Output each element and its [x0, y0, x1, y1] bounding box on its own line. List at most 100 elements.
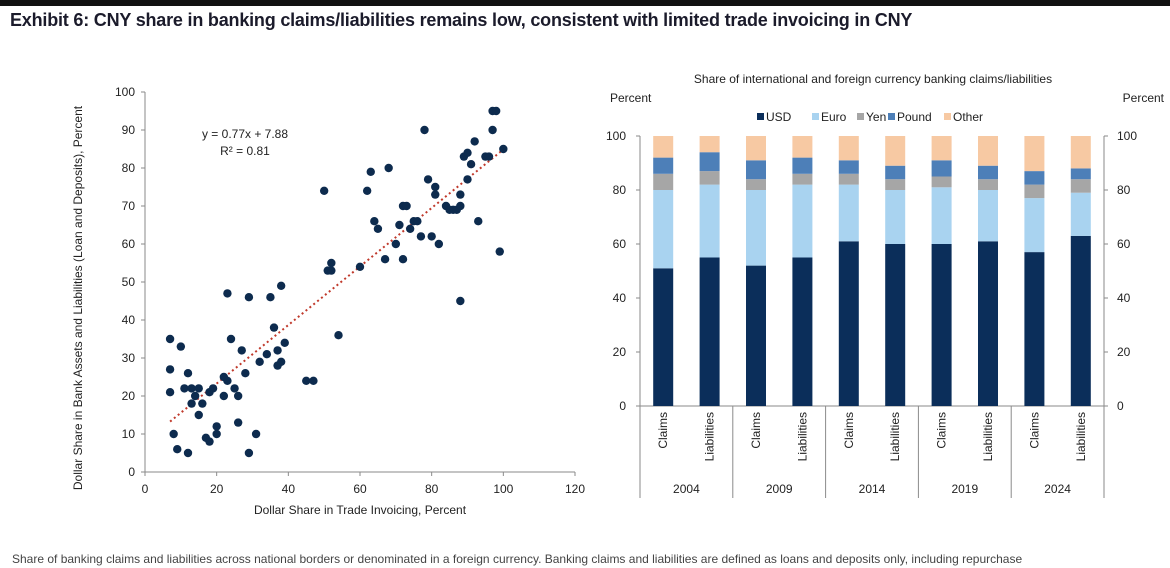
footnote: Share of banking claims and liabilities …: [12, 552, 1023, 566]
bar-segment-other: [746, 136, 766, 161]
scatter-point: [413, 217, 422, 226]
legend-swatch-yen: [857, 113, 864, 120]
scatter-point: [165, 334, 175, 344]
bar-right-tick-label: 40: [1117, 291, 1131, 305]
bar-segment-usd: [931, 244, 952, 406]
scatter-point: [173, 445, 182, 454]
scatter-point: [405, 224, 415, 233]
bar-segment-pound: [653, 157, 674, 174]
scatter-y-tick-label: 10: [122, 427, 136, 441]
bar-right-axis-unit: Percent: [1123, 91, 1165, 105]
bar-segment-other: [792, 136, 813, 158]
legend-swatch-euro: [812, 113, 819, 120]
scatter-point: [420, 125, 429, 135]
scatter-point: [474, 217, 483, 226]
scatter-x-tick-label: 0: [142, 482, 149, 496]
scatter-y-tick-label: 90: [122, 123, 136, 137]
bar-chart-title: Share of international and foreign curre…: [694, 72, 1052, 86]
group-year-label: 2024: [1044, 482, 1071, 496]
scatter-point: [198, 399, 207, 408]
bar-segment-pound: [838, 160, 859, 174]
bar-segment-usd: [885, 244, 906, 406]
bar-left-tick-label: 0: [619, 399, 626, 413]
bar-segment-yen: [699, 171, 720, 185]
bar-segment-yen: [931, 176, 952, 188]
legend-label-usd: USD: [766, 110, 792, 124]
scatter-x-axis-label: Dollar Share in Trade Invoicing, Percent: [254, 503, 467, 517]
scatter-point: [431, 182, 440, 192]
bar-right-tick-label: 20: [1117, 345, 1131, 359]
scatter-y-tick-label: 0: [128, 465, 135, 479]
scatter-point: [384, 163, 393, 173]
scatter-point: [280, 338, 289, 347]
scatter-point: [165, 388, 175, 397]
scatter-point: [466, 160, 476, 169]
bar-segment-other: [931, 136, 952, 161]
r-squared-label: R² = 0.81: [220, 144, 270, 158]
bar-segment-pound: [699, 152, 720, 172]
bar-left-tick-label: 100: [606, 129, 626, 143]
bar-left-tick-label: 20: [613, 345, 627, 359]
scatter-point: [276, 281, 286, 290]
scatter-point: [495, 247, 504, 256]
bar-category-label: Liabilities: [1074, 412, 1088, 461]
scatter-x-tick-label: 80: [425, 482, 439, 496]
bar-right-tick-label: 100: [1117, 129, 1137, 143]
bar-segment-usd: [699, 257, 720, 406]
scatter-y-tick-label: 100: [115, 85, 135, 99]
bar-segment-yen: [1024, 184, 1045, 199]
scatter-point: [456, 296, 465, 306]
bar-segment-euro: [838, 184, 859, 242]
bar-category-label: Liabilities: [795, 412, 809, 461]
group-year-label: 2014: [859, 482, 886, 496]
bar-right-tick-label: 80: [1117, 183, 1131, 197]
trendline-equation: y = 0.77x + 7.88: [202, 127, 288, 141]
scatter-point: [431, 190, 440, 199]
bar-left-tick-label: 60: [613, 237, 627, 251]
legend-swatch-pound: [888, 113, 895, 120]
scatter-point: [183, 369, 193, 378]
bar-segment-usd: [792, 257, 813, 406]
legend-label-pound: Pound: [897, 110, 932, 124]
scatter-point: [402, 201, 411, 211]
scatter-point: [187, 399, 196, 408]
scatter-point: [176, 342, 186, 351]
bar-segment-yen: [838, 173, 859, 185]
scatter-point: [470, 137, 479, 146]
scatter-point: [334, 331, 343, 340]
bar-segment-usd: [978, 241, 998, 406]
bar-segment-yen: [978, 179, 998, 190]
scatter-point: [456, 190, 465, 199]
scatter-point: [187, 384, 196, 393]
scatter-point: [183, 448, 193, 458]
scatter-point: [208, 384, 218, 393]
scatter-point: [434, 239, 444, 249]
scatter-point: [456, 201, 465, 211]
scatter-point: [463, 175, 472, 184]
bar-category-label: Liabilities: [888, 412, 902, 461]
bar-segment-other: [978, 136, 998, 166]
bar-segment-pound: [746, 160, 766, 180]
scatter-y-axis-label: Dollar Share in Bank Assets and Liabilit…: [71, 105, 85, 490]
scatter-point: [233, 391, 243, 401]
scatter-point: [255, 357, 264, 366]
bar-segment-pound: [1024, 171, 1045, 185]
bar-segment-other: [838, 136, 859, 161]
scatter-point: [226, 334, 236, 344]
scatter-point: [241, 369, 250, 378]
scatter-point: [309, 376, 318, 385]
scatter-point: [366, 167, 375, 176]
bar-segment-other: [1024, 136, 1045, 172]
scatter-y-tick-label: 80: [122, 161, 136, 175]
group-year-label: 2019: [951, 482, 978, 496]
bar-right-tick-label: 60: [1117, 237, 1131, 251]
scatter-point: [416, 232, 426, 241]
bar-segment-euro: [885, 190, 906, 244]
bar-segment-pound: [792, 157, 813, 174]
scatter-x-tick-label: 40: [282, 482, 296, 496]
scatter-point: [423, 175, 433, 184]
exhibit-title: Exhibit 6: CNY share in banking claims/l…: [10, 10, 913, 30]
scatter-point: [398, 255, 408, 264]
